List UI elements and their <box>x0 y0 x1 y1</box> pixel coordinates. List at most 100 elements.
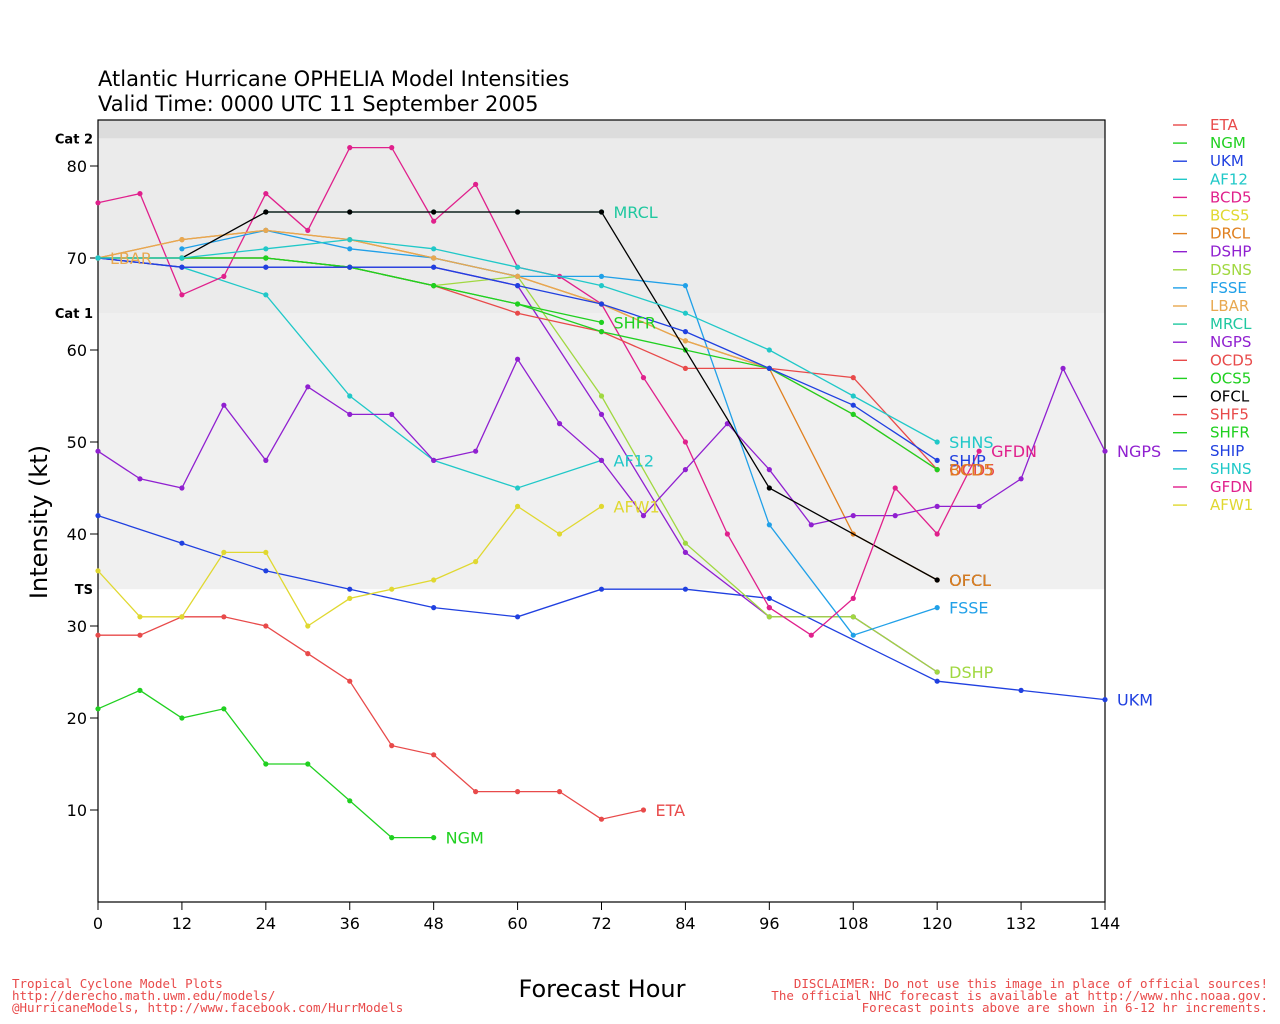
data-point-ngps <box>1060 365 1066 371</box>
data-point-bcd5 <box>95 200 101 206</box>
data-point-eta <box>389 743 395 749</box>
data-point-ukm <box>766 595 772 602</box>
data-point-ngps <box>1018 476 1024 482</box>
data-point-eta <box>640 807 647 813</box>
data-point-ocd5 <box>682 365 689 371</box>
data-point-shns <box>431 246 437 252</box>
end-label-af12: AF12 <box>614 451 655 470</box>
data-point-ship <box>934 457 940 463</box>
data-point-ship <box>682 329 689 335</box>
x-tick-label: 24 <box>256 914 276 933</box>
data-point-ocs5 <box>934 467 940 473</box>
x-tick-label: 120 <box>922 914 953 933</box>
data-point-afw1 <box>389 586 395 592</box>
data-point-afw1 <box>431 577 437 583</box>
data-point-eta <box>431 752 437 758</box>
data-point-ocs5 <box>850 411 856 417</box>
data-point-ukm <box>934 678 940 684</box>
data-point-ngps <box>976 503 982 509</box>
data-point-ngps <box>850 513 856 519</box>
intensity-bands <box>98 120 1105 590</box>
series-shns <box>95 237 940 445</box>
series-ofcl <box>179 209 940 583</box>
series-end-labels: ETA NGM UKM AF12 DSHP FSSE MRCL NGPS OFCL SHFR SHI… <box>110 203 1161 848</box>
data-point-ukm <box>598 586 605 592</box>
data-point-fsse <box>850 632 856 638</box>
legend-entry-lbar: LBAR <box>1210 297 1249 315</box>
legend: ETANGMUKMAF12BCD5BCS5DRCLDSHPDSNSFSSELBA… <box>1173 116 1253 514</box>
data-point-ngm <box>305 761 311 767</box>
data-point-ngm <box>95 706 101 712</box>
data-point-ofcl <box>263 209 269 215</box>
data-point-ukm <box>179 540 185 546</box>
footer-disclaimer-line-1: DISCLAIMER: Do not use this image in pla… <box>794 976 1268 991</box>
data-point-ukm <box>1102 697 1108 703</box>
category-label-cat-1: Cat 1 <box>55 307 93 322</box>
end-label-shfr: SHFR <box>614 313 657 332</box>
data-point-ngps <box>934 503 940 509</box>
data-point-afw1 <box>263 549 269 556</box>
data-point-ngps <box>137 476 143 482</box>
series-bcd5 <box>95 145 772 611</box>
data-point-ngps <box>892 513 898 519</box>
data-point-bcd5 <box>263 191 269 197</box>
data-point-shfr <box>431 283 437 289</box>
end-label-lbar: LBAR <box>110 249 152 268</box>
series-ship <box>95 255 940 463</box>
data-point-bcd5 <box>221 273 227 279</box>
x-tick-label: 84 <box>675 914 695 933</box>
footer-left-line-3: @HurricaneModels, http://www.facebook.co… <box>12 1000 403 1015</box>
x-tick-label: 144 <box>1090 914 1121 933</box>
data-point-af12 <box>514 485 521 491</box>
legend-entry-ship: SHIP <box>1210 442 1244 460</box>
data-point-ngm <box>431 835 437 841</box>
data-point-bcd5 <box>137 191 143 197</box>
end-label-mrcl: MRCL <box>614 203 658 222</box>
legend-entry-ngps: NGPS <box>1210 333 1251 351</box>
data-point-gfdn <box>766 605 772 611</box>
data-point-ngps <box>95 448 101 454</box>
data-point-fsse <box>179 246 185 252</box>
data-point-shns <box>95 255 101 261</box>
data-point-afw1 <box>95 568 101 574</box>
data-point-ngps <box>473 448 479 454</box>
data-point-eta <box>95 632 101 638</box>
chart-title: Atlantic Hurricane OPHELIA Model Intensi… <box>98 67 569 91</box>
data-point-ukm <box>431 605 437 611</box>
data-point-fsse <box>682 283 689 289</box>
data-point-ngps <box>389 411 395 417</box>
data-point-lbar <box>682 338 689 344</box>
data-point-ngps <box>305 384 311 390</box>
data-point-shns <box>179 255 185 261</box>
data-point-afw1 <box>347 595 353 602</box>
data-point-eta <box>305 651 311 657</box>
data-point-ship <box>347 264 353 270</box>
x-tick-label: 60 <box>507 914 527 933</box>
data-point-ngps <box>808 522 814 528</box>
data-point-ocs5 <box>598 329 605 335</box>
legend-entry-fsse: FSSE <box>1210 279 1247 297</box>
y-tick-label: 80 <box>67 157 87 176</box>
data-point-afw1 <box>305 623 311 629</box>
x-tick-label: 0 <box>93 914 103 933</box>
legend-entry-ukm: UKM <box>1210 152 1244 170</box>
data-point-ngm <box>347 798 353 804</box>
data-point-eta <box>137 632 143 638</box>
data-point-ofcl <box>934 577 940 583</box>
series-layer <box>95 145 1108 841</box>
data-point-bcd5 <box>473 181 479 187</box>
data-point-afw1 <box>598 503 605 509</box>
data-point-ngm <box>137 687 143 694</box>
legend-entry-dshp: DSHP <box>1210 243 1251 261</box>
data-point-gfdn <box>934 531 940 537</box>
legend-entry-ngm: NGM <box>1210 134 1246 152</box>
footer-disclaimer-line-3: Forecast points above are shown in 6-12 … <box>862 1000 1268 1015</box>
data-point-bcd5 <box>682 439 689 445</box>
data-point-afw1 <box>221 549 227 556</box>
data-point-ship <box>431 264 437 270</box>
legend-entry-drcl: DRCL <box>1210 225 1251 243</box>
legend-entry-gfdn: GFDN <box>1210 478 1253 496</box>
y-axis-title: Intensity (kt) <box>25 445 53 599</box>
data-point-ocd5 <box>514 310 521 316</box>
data-point-ngm <box>179 715 185 721</box>
